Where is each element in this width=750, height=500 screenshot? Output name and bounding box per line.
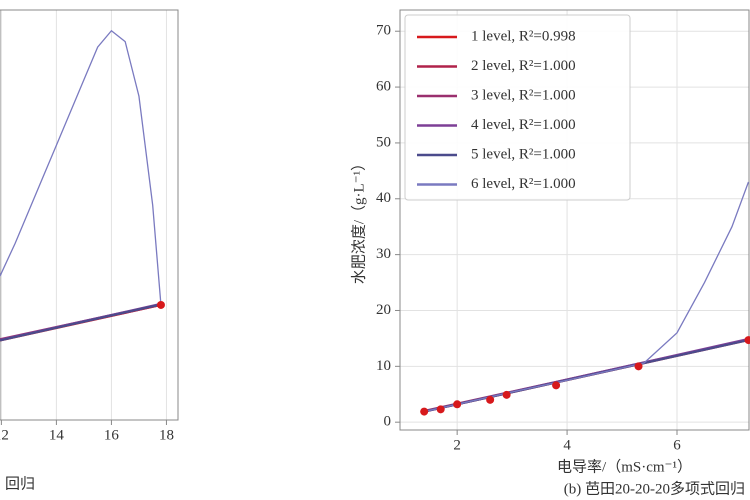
y-tick-label: 30 [376,246,391,262]
y-axis-label: 水肥浓度/（g·L⁻¹） [350,156,367,284]
x-axis-label: 电导率/（mS·cm⁻¹） [557,458,692,475]
legend-label: 2 level, R²=1.000 [471,58,576,74]
y-tick-label: 50 [376,134,391,150]
data-point [502,390,511,399]
caption: 回归 [5,475,35,492]
x-tick-label: 16 [104,427,120,443]
x-tick-label: 12 [0,427,9,443]
data-point [436,405,445,414]
series-line [0,303,162,342]
x-tick-label: 4 [563,437,571,453]
data-point [420,407,429,416]
y-tick-label: 40 [376,190,391,206]
x-tick-label: 14 [49,427,65,443]
data-point [552,381,561,390]
x-tick-label: 6 [673,437,681,453]
x-tick-label: 2 [453,437,461,453]
y-tick-label: 60 [376,79,391,95]
data-point [156,300,165,309]
data-point [634,362,643,371]
data-point [486,395,495,404]
plot-frame [399,9,750,431]
legend-label: 1 level, R²=0.998 [471,28,576,44]
series-line [0,29,162,306]
legend-label: 6 level, R²=1.000 [471,176,576,192]
y-tick-label: 20 [376,302,391,318]
series-line [424,181,750,413]
legend-label: 3 level, R²=1.000 [471,87,576,103]
y-tick-label: 70 [376,23,391,39]
data-point [744,336,750,345]
y-tick-label: 0 [384,414,392,430]
data-point [453,400,462,409]
legend-box [404,14,631,201]
legend-label: 5 level, R²=1.000 [471,146,576,162]
x-tick-label: 18 [159,427,174,443]
plot-frame [0,9,179,421]
caption: (b) 芭田20-20-20多项式回归 [564,480,745,497]
legend-label: 4 level, R²=1.000 [471,117,576,133]
y-tick-label: 10 [376,358,391,374]
